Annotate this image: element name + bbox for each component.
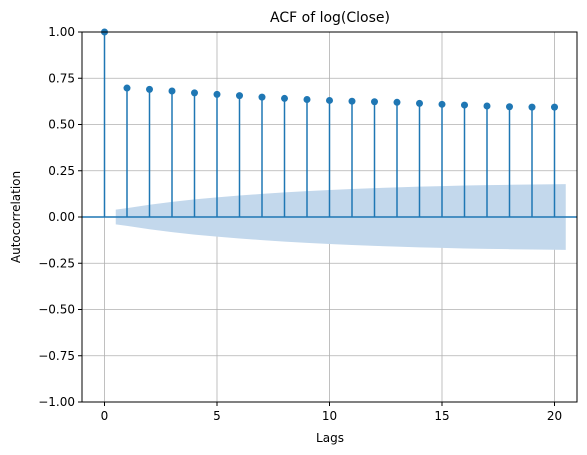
acf-point [326,96,333,104]
y-tick-label: −1.00 [38,395,75,409]
y-tick-label: 0.50 [48,118,75,132]
x-axis-ticks: 0 5 10 15 20 [101,402,562,423]
y-axis-label: Autocorrelation [9,171,23,263]
acf-point [168,87,176,95]
x-tick-label: 10 [322,409,337,423]
x-tick-label: 5 [213,409,221,423]
y-tick-label: 1.00 [48,25,75,39]
acf-point [483,102,491,110]
acf-point [393,98,401,106]
acf-point [303,96,311,104]
acf-point [123,84,131,92]
x-tick-label: 15 [434,409,449,423]
y-tick-label: −0.75 [38,349,75,363]
y-tick-label: −0.25 [38,256,75,270]
x-axis-label: Lags [316,431,344,445]
y-tick-label: 0.25 [48,164,75,178]
acf-point [146,85,153,93]
acf-point [213,90,221,98]
y-tick-label: 0.75 [48,71,75,85]
y-tick-label: 0.00 [48,210,75,224]
acf-point [416,99,423,107]
acf-point [528,103,536,111]
acf-point [506,103,513,111]
acf-point [461,101,468,109]
acf-stems [82,28,577,218]
acf-point [191,89,198,97]
acf-point [281,94,288,102]
acf-point [371,98,378,106]
x-tick-label: 0 [101,409,109,423]
acf-point [348,97,356,105]
y-axis-ticks: −1.00 −0.75 −0.50 −0.25 0.00 0.25 0.50 0.75 1.00 [38,25,82,409]
acf-point [236,92,243,100]
acf-point [551,103,558,111]
y-tick-label: −0.50 [38,303,75,317]
chart-title: ACF of log(Close) [270,10,390,26]
acf-point [258,93,266,101]
acf-point [438,100,446,108]
x-tick-label: 20 [547,409,562,423]
